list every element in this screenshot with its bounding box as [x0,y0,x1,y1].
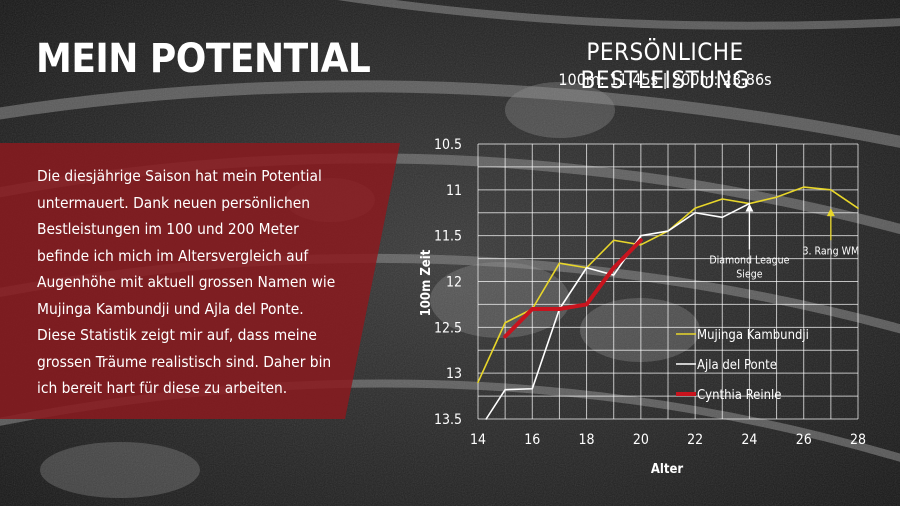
annotation-label: Diamond League [709,254,789,266]
series-line-cynthia-reinle [503,238,643,339]
annotation-label: 3. Rang WM [803,245,860,257]
x-tick-label: 24 [741,432,757,448]
legend-label: Ajla del Ponte [697,358,777,373]
x-tick-label: 20 [633,432,649,448]
y-tick-label: 11 [446,183,462,199]
y-tick-label: 12.5 [434,320,462,336]
chart-subtitle: 100m: 11.45s | 200m: 23.86s [558,70,772,89]
chart-legend: Mujinga Kambundji Ajla del Ponte Cynthia R… [676,328,809,403]
x-axis-label: Alter [651,462,684,477]
y-tick-label: 13 [446,366,462,382]
legend-label: Cynthia Reinle [697,388,781,403]
slide-title: MEIN POTENTIAL [36,36,371,82]
chart-series [477,186,859,420]
x-tick-label: 14 [470,432,486,448]
y-tick-label: 13.5 [434,412,462,428]
y-tick-label: 12 [446,275,462,291]
annotation-label: Siege [736,268,762,280]
y-tick-label: 10.5 [434,137,462,153]
y-axis-label: 100m Zeit [419,249,434,316]
chart-grid [477,143,859,420]
chart-annotations: Diamond League Siege 3. Rang WM [709,203,860,280]
y-tick-label: 11.5 [434,229,462,245]
series-line-ajla-del-ponte [485,202,751,420]
chart-ticks: 14 16 18 20 22 24 26 28 10.5 11 11.5 12 12.5 13 13.5 [434,137,866,448]
annotation-arrowhead [826,208,835,217]
x-tick-label: 18 [579,432,595,448]
x-tick-label: 26 [796,432,812,448]
intro-paragraph: Die diesjährige Saison hat mein Potentia… [37,167,336,397]
x-tick-label: 16 [524,432,540,448]
annotation-arrowhead [745,203,754,212]
x-tick-label: 22 [687,432,703,448]
text-panel [0,143,400,419]
x-tick-label: 28 [850,432,866,448]
legend-label: Mujinga Kambundji [697,328,809,343]
chart-title: PERSÖNLICHE BESTLEISTUNG [580,38,750,94]
